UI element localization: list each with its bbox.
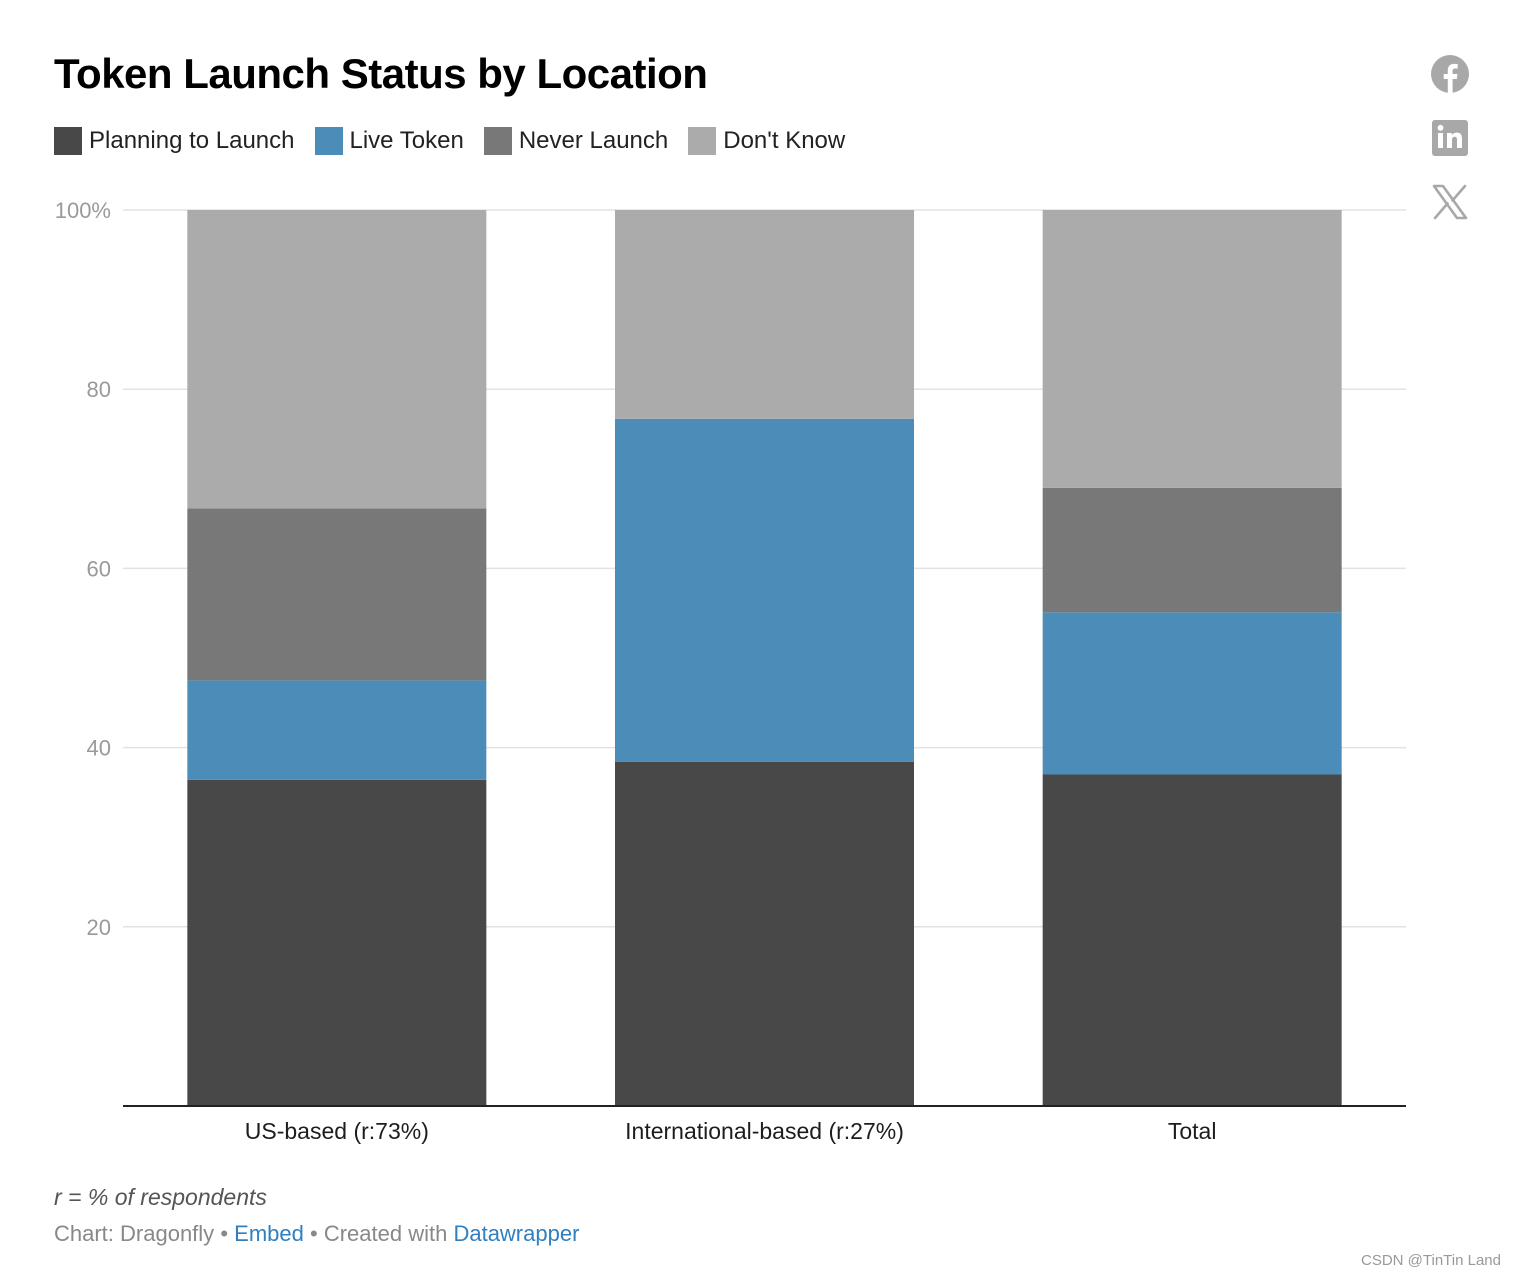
legend-label: Planning to Launch — [89, 127, 295, 154]
bar-segment — [1042, 774, 1342, 1106]
social-share — [1428, 52, 1472, 244]
legend-swatch-live — [314, 127, 343, 155]
legend-swatch-never — [483, 127, 512, 155]
separator-dot: • — [309, 1221, 318, 1246]
bar-segment — [187, 779, 487, 1106]
bar-segment — [615, 210, 914, 419]
y-tick-label: 80 — [87, 377, 111, 402]
datawrapper-link[interactable]: Datawrapper — [453, 1221, 580, 1246]
created-with-text: Created with — [323, 1221, 448, 1246]
y-tick-label: 20 — [87, 915, 111, 940]
legend-swatch-dontknow — [688, 127, 717, 155]
y-tick-label: 40 — [87, 736, 111, 761]
legend: Planning to Launch Live Token Never Laun… — [54, 125, 865, 157]
x-icon[interactable] — [1428, 180, 1472, 224]
separator-dot: • — [220, 1221, 229, 1246]
y-tick-label: 60 — [87, 556, 111, 581]
legend-label: Live Token — [349, 127, 464, 154]
bar-segment — [1042, 210, 1342, 488]
legend-item-dontknow: Don't Know — [688, 127, 845, 155]
bar-segment — [187, 210, 487, 509]
embed-link[interactable]: Embed — [234, 1221, 304, 1246]
bar-segment — [615, 418, 914, 762]
chart-title: Token Launch Status by Location — [54, 50, 708, 97]
legend-item-live: Live Token — [314, 127, 464, 155]
legend-item-planning: Planning to Launch — [54, 127, 295, 155]
stacked-bar-chart: 20 40 60 80 100% US-based (r:73%) Internationa… — [55, 198, 1406, 1144]
bar-segment — [615, 761, 914, 1106]
legend-label: Don't Know — [723, 127, 846, 154]
bar-segment — [187, 680, 487, 780]
x-tick-label: Total — [1168, 1118, 1217, 1144]
chart-notes: r = % of respondents — [54, 1184, 267, 1210]
bar-segment — [1042, 487, 1342, 613]
facebook-icon[interactable] — [1428, 52, 1472, 96]
footer: Chart: Dragonfly • Embed • Created with … — [54, 1221, 579, 1247]
x-tick-label: International-based (r:27%) — [625, 1118, 904, 1144]
source-credit: Chart: Dragonfly — [54, 1221, 215, 1246]
legend-label: Never Launch — [518, 127, 669, 154]
legend-swatch-planning — [54, 127, 82, 155]
linkedin-icon[interactable] — [1428, 116, 1472, 160]
bar-segment — [187, 508, 487, 681]
bar-segment — [1042, 612, 1342, 775]
legend-item-never: Never Launch — [483, 127, 669, 155]
watermark: CSDN @TinTin Land — [1361, 1252, 1501, 1269]
y-tick-label: 100% — [55, 198, 111, 223]
x-tick-label: US-based (r:73%) — [245, 1118, 429, 1144]
